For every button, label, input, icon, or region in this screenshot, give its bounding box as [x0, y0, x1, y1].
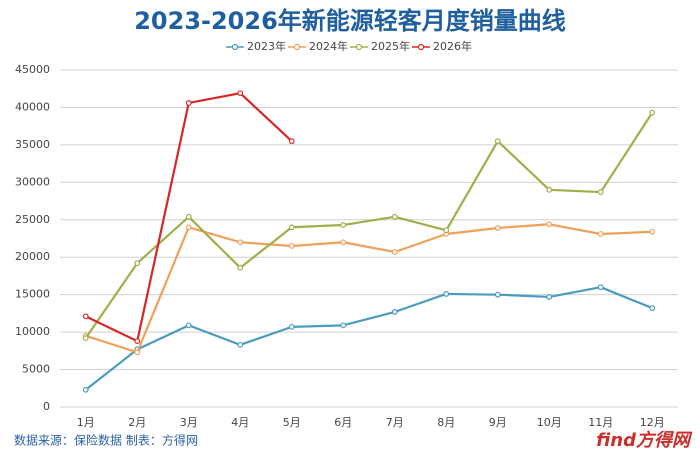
data-point — [494, 138, 501, 145]
data-point — [391, 308, 398, 315]
data-point — [185, 224, 192, 231]
chart-title: 2023-2026年新能源轻客月度销量曲线 — [134, 7, 566, 35]
data-point — [391, 249, 398, 255]
data-point — [288, 224, 295, 231]
legend-marker — [293, 43, 301, 51]
legend-label: 2023年 — [247, 39, 286, 53]
data-point — [237, 264, 244, 271]
data-point — [443, 227, 450, 234]
series-line — [85, 223, 653, 354]
data-point — [134, 338, 141, 344]
x-tick-label: 8月 — [437, 416, 455, 429]
data-point — [82, 313, 89, 320]
y-tick-label: 5000 — [22, 363, 50, 376]
y-tick-label: 10000 — [15, 325, 50, 338]
data-point — [82, 335, 89, 342]
y-tick-label: 20000 — [15, 250, 50, 263]
y-tick-label: 35000 — [15, 138, 50, 151]
data-point — [443, 291, 450, 297]
data-point — [649, 305, 656, 312]
data-point — [391, 213, 398, 220]
data-point — [134, 260, 141, 267]
data-point — [649, 109, 656, 116]
y-tick-label: 0 — [43, 400, 50, 413]
y-tick-label: 15000 — [15, 288, 50, 301]
source-note: 数据来源：保险数据 制表：方得网 — [14, 433, 198, 448]
data-point — [82, 386, 89, 393]
series-line — [85, 286, 653, 391]
x-tick-label: 4月 — [231, 416, 249, 429]
data-point — [340, 239, 347, 246]
data-point — [546, 221, 553, 228]
x-tick-label: 6月 — [334, 416, 352, 429]
legend-label: 2025年 — [371, 39, 410, 53]
data-point — [597, 189, 604, 195]
x-tick-label: 10月 — [537, 416, 562, 429]
data-point — [546, 186, 553, 193]
data-point — [494, 291, 501, 298]
x-tick-label: 9月 — [489, 416, 507, 429]
data-point — [546, 294, 553, 300]
legend-marker — [417, 43, 425, 51]
data-point — [237, 90, 244, 97]
x-tick-label: 3月 — [180, 416, 198, 429]
data-point — [288, 323, 295, 330]
x-tick-label: 12月 — [640, 416, 665, 429]
data-point — [340, 322, 347, 329]
legend-marker — [231, 43, 239, 51]
data-point — [340, 222, 347, 228]
data-point — [288, 138, 295, 145]
data-point — [597, 284, 604, 291]
logo: find方得网 — [596, 430, 693, 451]
data-point — [597, 231, 604, 237]
data-point — [649, 228, 656, 235]
data-point — [185, 213, 192, 220]
legend-label: 2024年 — [309, 39, 348, 53]
y-tick-label: 40000 — [15, 100, 50, 113]
y-tick-label: 30000 — [15, 175, 50, 188]
data-point — [185, 100, 192, 106]
y-tick-label: 25000 — [15, 213, 50, 226]
x-tick-label: 1月 — [77, 416, 95, 429]
data-point — [237, 341, 244, 348]
data-point — [288, 243, 295, 249]
legend-label: 2026年 — [433, 39, 472, 53]
data-point — [494, 225, 501, 231]
x-tick-label: 2月 — [128, 416, 146, 429]
data-point — [237, 239, 244, 246]
series-line — [84, 112, 654, 339]
x-tick-label: 7月 — [386, 416, 404, 429]
data-point — [134, 349, 141, 356]
y-tick-label: 45000 — [15, 63, 50, 76]
x-tick-label: 11月 — [588, 416, 613, 429]
legend-marker — [355, 43, 363, 51]
x-tick-label: 5月 — [283, 416, 301, 429]
data-point — [185, 322, 192, 329]
